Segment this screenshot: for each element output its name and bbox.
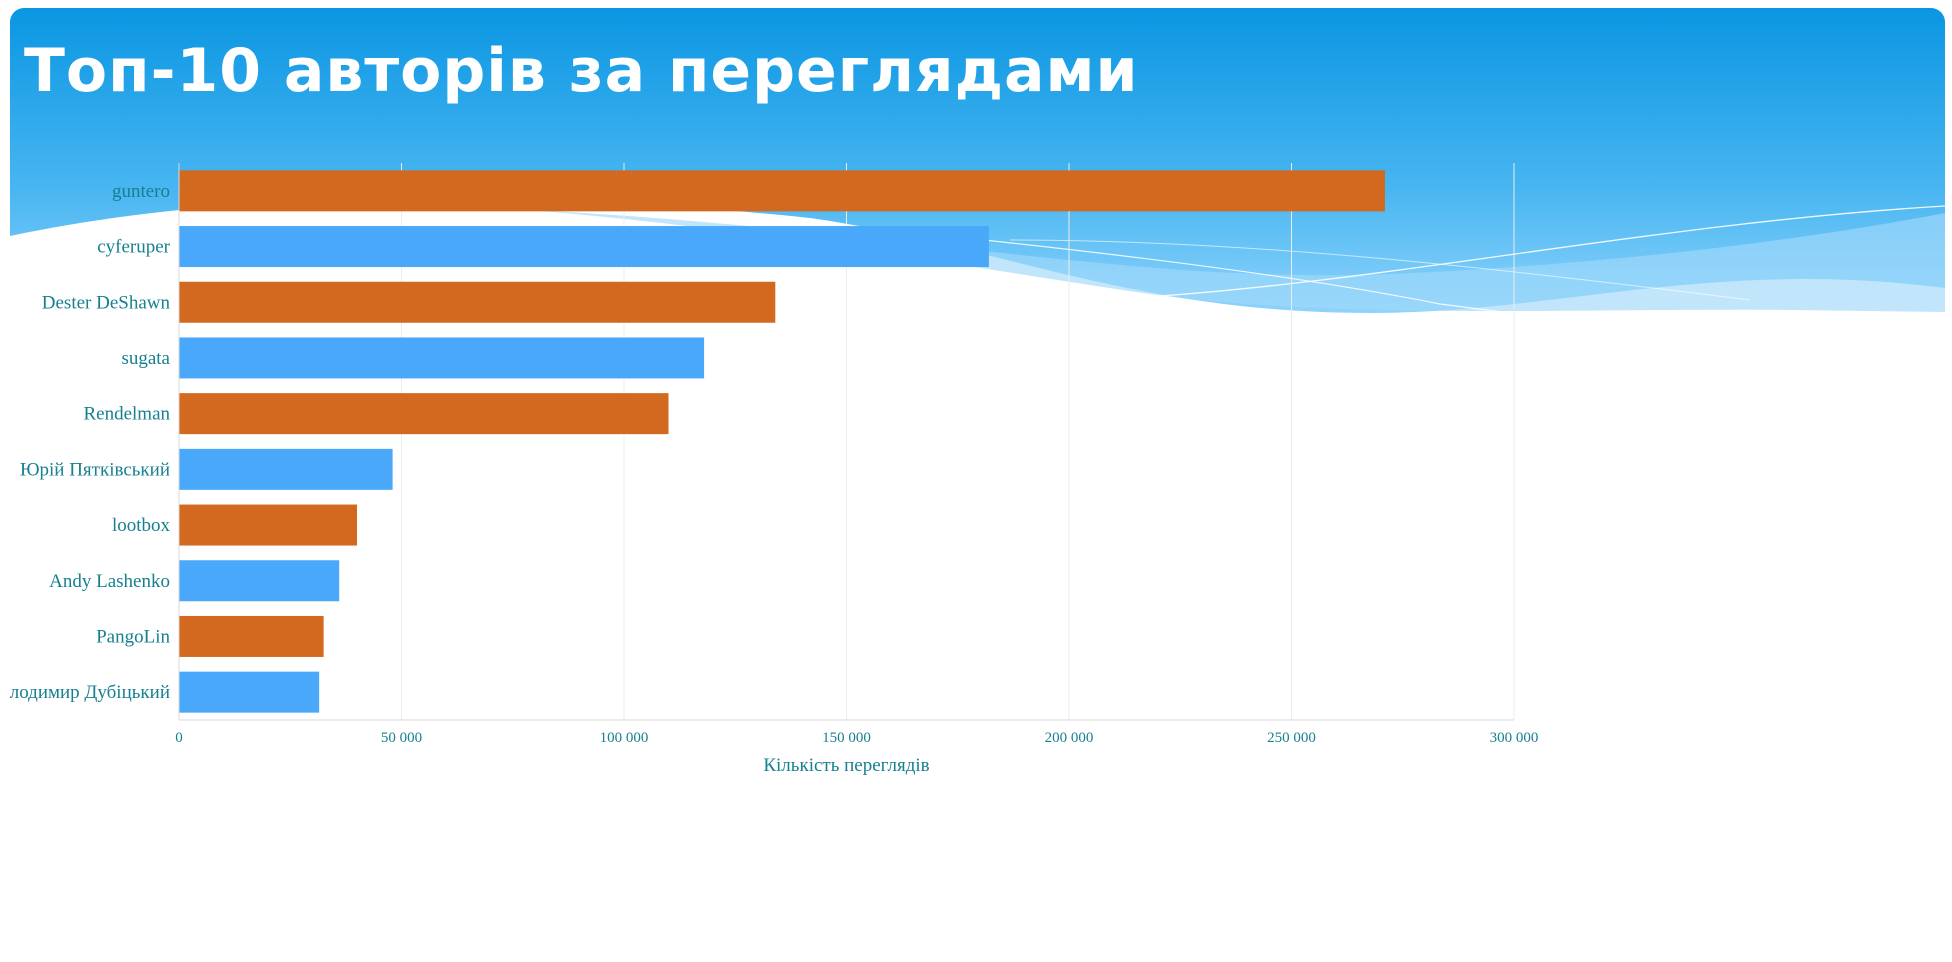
bar [179, 504, 357, 546]
bar [179, 671, 320, 713]
x-axis-title: Кількість переглядів [763, 755, 929, 776]
category-labels: guntero cyferuper Dester DeShawn sugata Rend… [10, 181, 171, 703]
x-tick-label: 300 000 [1490, 730, 1539, 746]
bar [179, 448, 393, 490]
category-label: Rendelman [83, 404, 170, 425]
category-label: lootbox [112, 515, 171, 536]
x-tick-label: 150 000 [822, 730, 871, 746]
category-label: sugata [121, 348, 170, 369]
x-tick-label: 200 000 [1045, 730, 1094, 746]
category-label: Юрій Пятківський [20, 459, 170, 480]
category-label: guntero [112, 181, 170, 202]
x-tick-label: 50 000 [381, 730, 422, 746]
bar [179, 170, 1385, 212]
category-label: Andy Lashenko [49, 571, 170, 592]
bar [179, 226, 989, 268]
bars [179, 170, 1385, 713]
category-label: Володимир Дубіцький [10, 682, 170, 703]
bar [179, 281, 776, 323]
slide: Топ-10 авторів за переглядами guntero cyf… [10, 8, 1945, 962]
category-label: PangoLin [96, 626, 170, 647]
header-background [10, 8, 1945, 314]
x-tick-labels: 0 50 000 100 000 150 000 200 000 250 000 300 0… [175, 730, 1538, 746]
bar-chart: guntero cyferuper Dester DeShawn sugata Rend… [10, 163, 1538, 776]
category-label: cyferuper [97, 237, 170, 258]
bar [179, 560, 340, 602]
bar [179, 615, 324, 657]
chart-title: Топ-10 авторів за переглядами [24, 36, 1139, 106]
bar [179, 337, 705, 379]
x-tick-label: 0 [175, 730, 183, 746]
x-tick-label: 250 000 [1267, 730, 1316, 746]
bar [179, 393, 669, 435]
x-tick-label: 100 000 [600, 730, 649, 746]
category-label: Dester DeShawn [42, 292, 171, 313]
